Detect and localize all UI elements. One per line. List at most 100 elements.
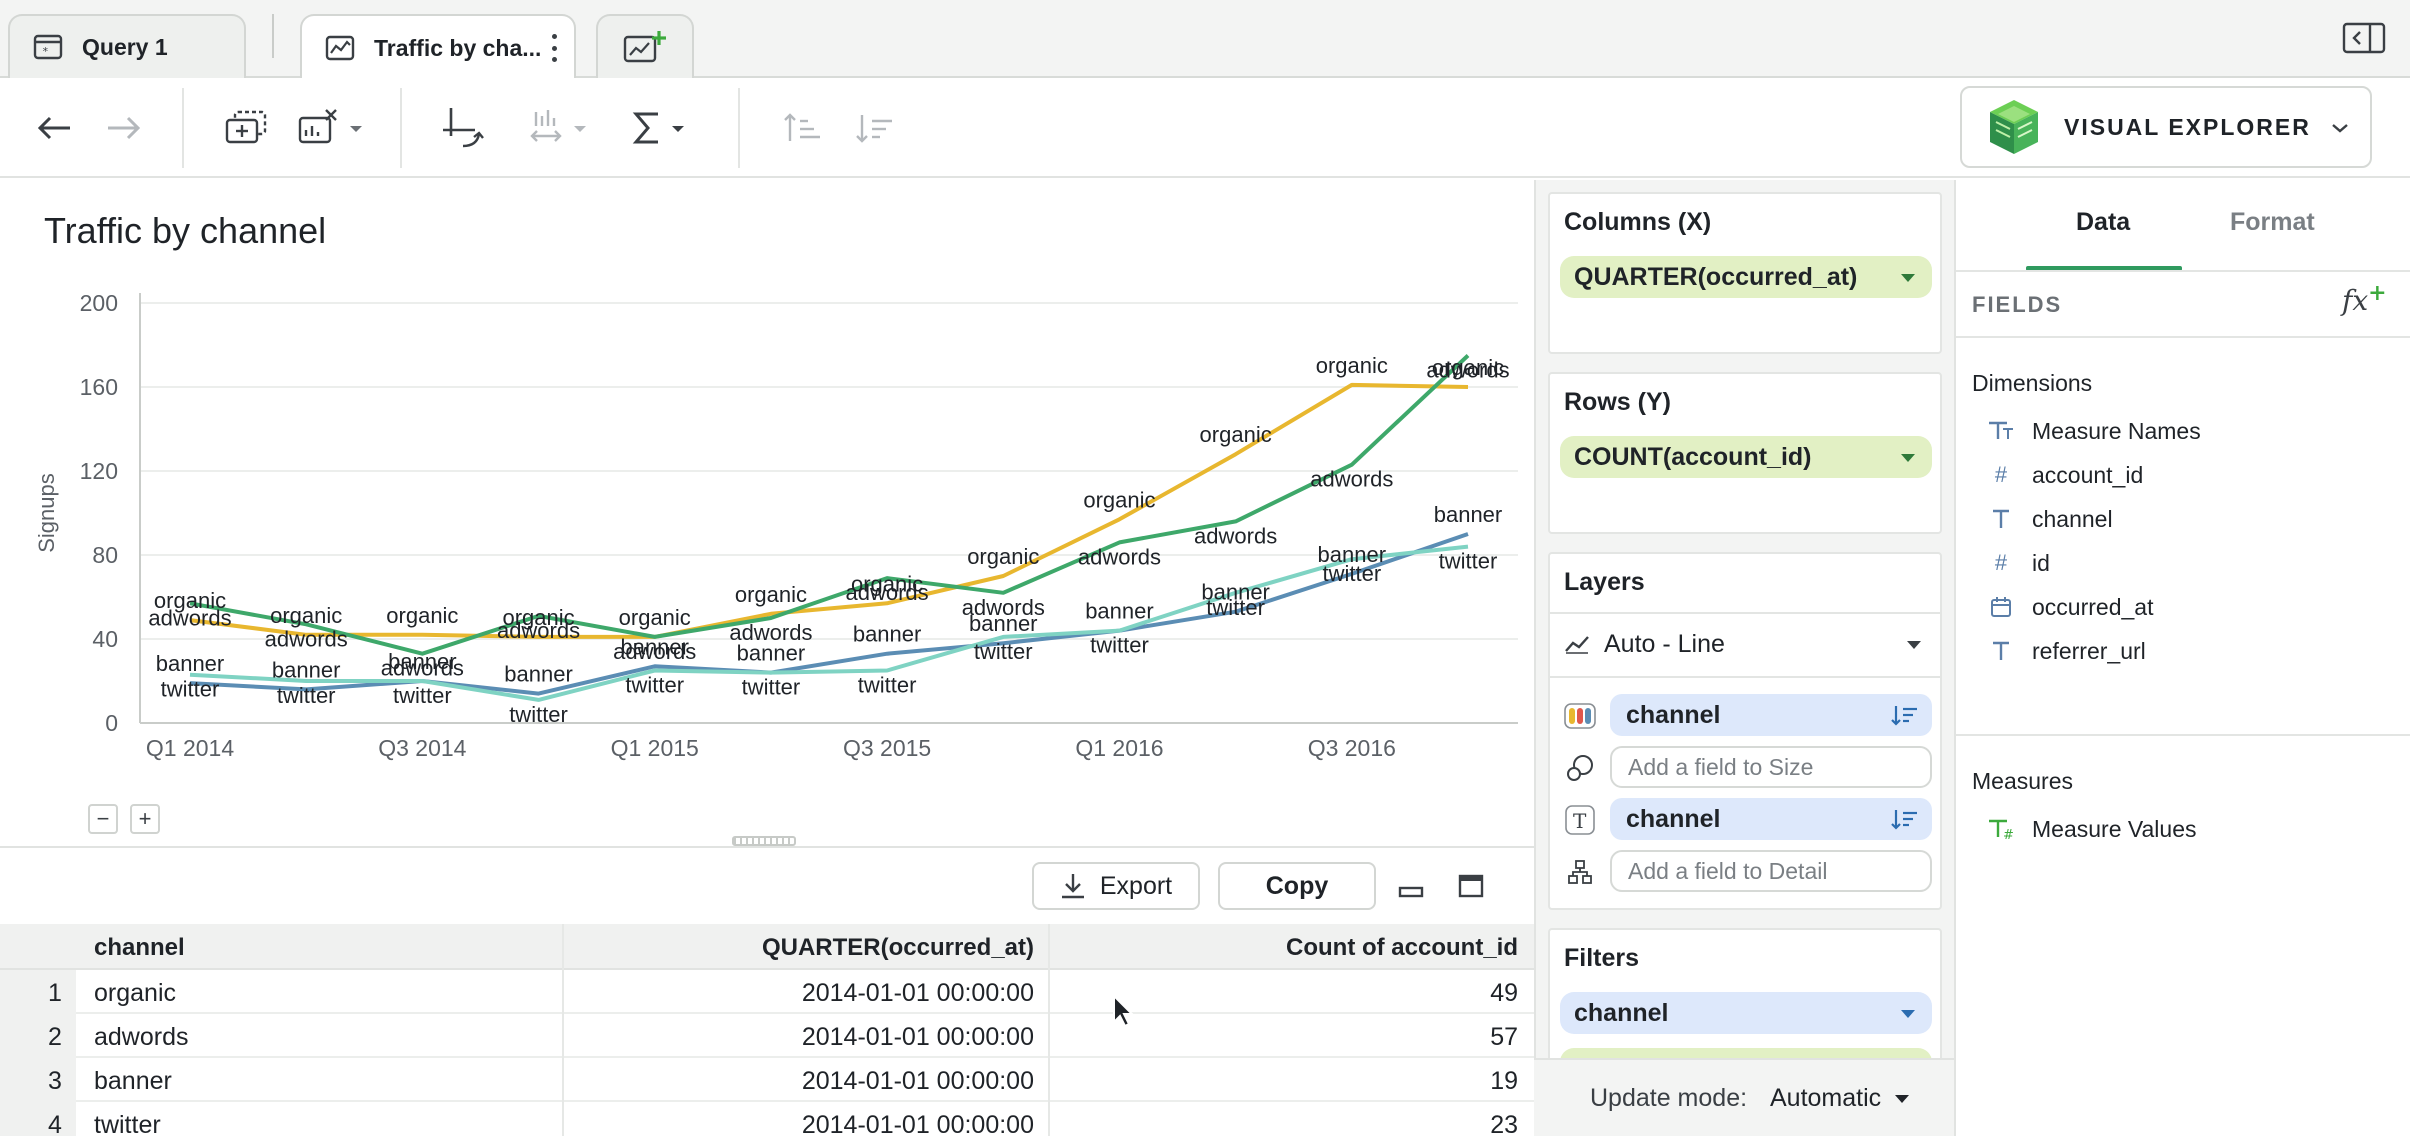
sigma-icon <box>632 112 684 144</box>
rows-shelf[interactable]: Rows (Y) COUNT(account_id) <box>1548 372 1942 534</box>
caret-down-icon[interactable] <box>1900 1009 1916 1019</box>
cell-channel: banner <box>94 1067 172 1095</box>
columns-shelf-title: Columns (X) <box>1564 208 1712 236</box>
table-row[interactable]: 1 organic 2014-01-01 00:00:00 49 <box>0 970 1534 1014</box>
caret-down-icon[interactable] <box>1894 1094 1910 1104</box>
copy-button[interactable]: Copy <box>1218 862 1376 910</box>
tab-format[interactable]: Format <box>2230 208 2315 236</box>
redo-button[interactable] <box>100 104 148 152</box>
detail-hierarchy-icon[interactable] <box>1564 856 1596 888</box>
line-chart[interactable]: 0 40 80 120 160 200 Q1 2014 Q3 2014 Q1 2015 Q3 20… <box>0 180 1534 846</box>
size-icon[interactable] <box>1564 752 1596 784</box>
export-button[interactable]: Export <box>1032 862 1200 910</box>
new-visual-tab-button[interactable] <box>596 14 694 78</box>
update-mode-label: Update mode: <box>1590 1084 1748 1112</box>
export-label: Export <box>1099 871 1173 900</box>
data-label: banner <box>1201 580 1270 605</box>
data-label: adwords <box>1310 467 1393 492</box>
aggregation-dropdown[interactable] <box>630 104 694 152</box>
rows-pill[interactable]: COUNT(account_id) <box>1560 436 1932 478</box>
sort-descending-icon[interactable] <box>1890 704 1918 726</box>
table-row[interactable]: 2 adwords 2014-01-01 00:00:00 57 <box>0 1014 1534 1058</box>
update-mode-select[interactable]: Automatic <box>1770 1084 1882 1112</box>
data-label: organic <box>851 571 923 596</box>
sort-descending-icon[interactable] <box>1890 808 1918 830</box>
y-tick-label: 40 <box>92 626 118 652</box>
data-label: adwords <box>962 595 1045 620</box>
undo-button[interactable] <box>30 104 78 152</box>
sort-descending-button[interactable] <box>852 104 896 152</box>
remove-layer-dropdown[interactable] <box>292 104 372 152</box>
detail-encoding-row: Add a field to Detail <box>1550 842 1944 902</box>
field-occurred-at[interactable]: occurred_at <box>1986 592 2153 622</box>
column-header-quarter[interactable]: QUARTER(occurred_at) <box>761 934 1034 961</box>
measure-values-icon: # <box>1986 815 2016 843</box>
size-drop-target[interactable]: Add a field to Size <box>1610 746 1932 788</box>
series-line-organic <box>189 382 1469 639</box>
column-divider[interactable] <box>562 924 564 1136</box>
field-id[interactable]: # id <box>1986 548 2050 578</box>
query-icon: * <box>32 33 64 61</box>
label-text-icon[interactable]: T <box>1564 804 1596 836</box>
maximize-panel-icon[interactable] <box>1458 874 1484 898</box>
column-header-channel[interactable]: channel <box>94 934 185 961</box>
tab-data[interactable]: Data <box>2076 208 2131 236</box>
cell-quarter: 2014-01-01 00:00:00 <box>801 979 1034 1007</box>
layers-shelf-title: Layers <box>1564 568 1645 596</box>
zoom-out-button[interactable]: − <box>88 804 118 834</box>
table-row[interactable]: 3 banner 2014-01-01 00:00:00 19 <box>0 1058 1534 1102</box>
table-row[interactable]: 4 twitter 2014-01-01 00:00:00 23 <box>0 1102 1534 1136</box>
data-label: organic <box>502 605 574 630</box>
copy-label: Copy <box>1265 871 1329 900</box>
active-tab-indicator <box>2026 266 2182 271</box>
swap-axes-button[interactable] <box>438 104 490 152</box>
field-account-id[interactable]: # account_id <box>1986 460 2143 490</box>
field-measure-names[interactable]: Measure Names <box>1986 416 2201 446</box>
data-label: organic <box>1432 355 1504 380</box>
fit-width-icon <box>530 110 586 142</box>
data-label: organic <box>1316 353 1388 378</box>
add-calculated-field-icon[interactable]: fx+ <box>2342 280 2387 317</box>
calendar-icon <box>1986 593 2016 621</box>
data-label: banner <box>1318 542 1387 567</box>
measure-names-icon <box>1986 417 2016 445</box>
column-header-count[interactable]: Count of account_id <box>1286 934 1518 961</box>
sort-ascending-button[interactable] <box>780 104 824 152</box>
zoom-in-button[interactable]: + <box>130 804 160 834</box>
field-measure-values[interactable]: # Measure Values <box>1986 814 2197 844</box>
data-label: twitter <box>1439 549 1498 574</box>
filter-pill-channel[interactable]: channel <box>1560 992 1932 1034</box>
label-field-pill[interactable]: channel <box>1610 798 1932 840</box>
field-channel[interactable]: channel <box>1986 504 2113 534</box>
layer-type-select[interactable]: Auto - Line <box>1550 614 1940 676</box>
add-layer-button[interactable] <box>218 104 274 152</box>
column-divider[interactable] <box>1048 924 1050 1136</box>
columns-shelf[interactable]: Columns (X) QUARTER(occurred_at) <box>1548 192 1942 354</box>
caret-down-icon[interactable] <box>1900 453 1916 463</box>
caret-down-icon[interactable] <box>1900 273 1916 283</box>
detail-drop-target[interactable]: Add a field to Detail <box>1610 850 1932 892</box>
remove-layer-icon <box>298 109 362 144</box>
field-referrer-url[interactable]: referrer_url <box>1986 636 2146 666</box>
row-index: 3 <box>0 1058 76 1102</box>
fit-width-dropdown[interactable] <box>526 104 596 152</box>
y-tick-label: 80 <box>92 542 118 568</box>
data-label: adwords <box>497 618 580 643</box>
minimize-panel-icon[interactable] <box>1398 874 1424 898</box>
color-palette-icon[interactable] <box>1564 700 1596 732</box>
panel-resize-handle[interactable] <box>732 836 796 846</box>
visual-explorer-mode-select[interactable]: VISUAL EXPLORER <box>1960 86 2372 168</box>
columns-pill[interactable]: QUARTER(occurred_at) <box>1560 256 1932 298</box>
tab-more-menu-icon[interactable] <box>550 34 558 62</box>
text-icon <box>1986 505 2016 533</box>
data-label: twitter <box>393 683 452 708</box>
divider <box>1956 734 2410 736</box>
sidebar-toggle-icon[interactable] <box>2342 22 2386 54</box>
arrow-right-icon <box>108 116 141 140</box>
data-label: twitter <box>1090 633 1149 658</box>
label-encoding-row: T channel <box>1550 790 1944 850</box>
tab-query-1[interactable]: * Query 1 <box>8 14 246 78</box>
tab-traffic-by-channel[interactable]: Traffic by cha... <box>300 14 576 80</box>
color-field-pill[interactable]: channel <box>1610 694 1932 736</box>
x-tick-label: Q3 2016 <box>1308 735 1396 761</box>
